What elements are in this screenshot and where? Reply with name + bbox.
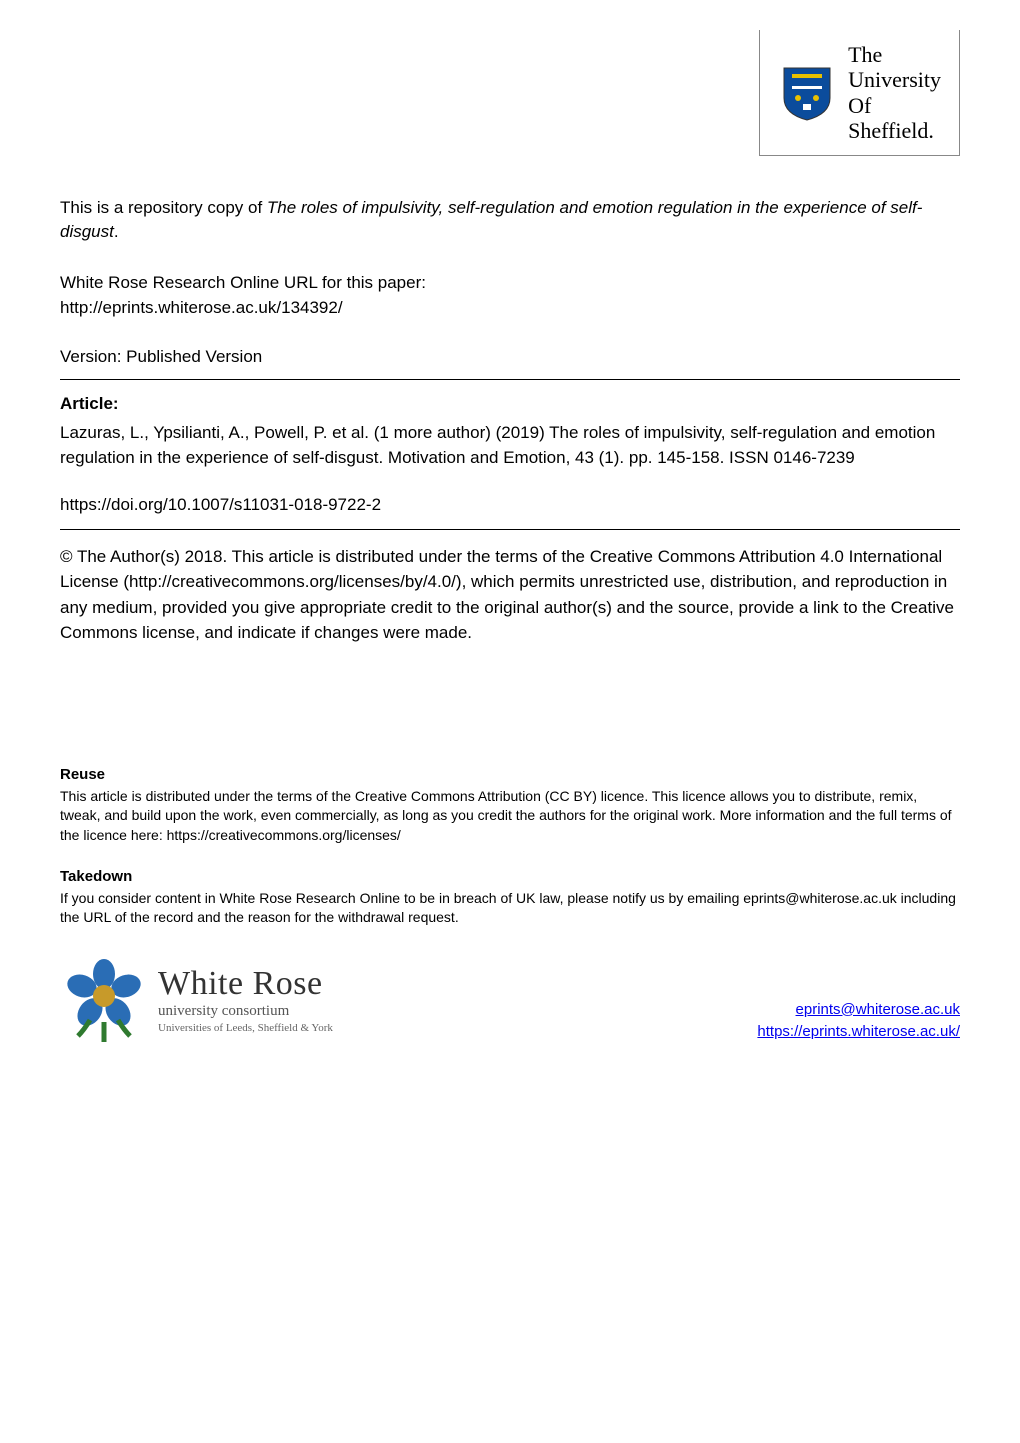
reuse-text: This article is distributed under the te… xyxy=(60,787,960,846)
whiterose-subtitle: university consortium xyxy=(158,1003,333,1020)
intro-suffix: . xyxy=(114,222,119,241)
footer-email-link[interactable]: eprints@whiterose.ac.uk xyxy=(796,1001,960,1018)
divider-bottom xyxy=(60,529,960,530)
sheffield-crest-icon xyxy=(778,64,836,122)
reuse-heading: Reuse xyxy=(60,766,960,783)
footer-links: eprints@whiterose.ac.uk https://eprints.… xyxy=(757,999,960,1044)
whiterose-rose-icon xyxy=(60,956,148,1044)
whiterose-logo: White Rose university consortium Univers… xyxy=(60,956,333,1044)
takedown-text: If you consider content in White Rose Re… xyxy=(60,889,960,928)
repository-intro: This is a repository copy of The roles o… xyxy=(60,196,960,244)
whiterose-logo-text: White Rose university consortium Univers… xyxy=(158,965,333,1034)
paper-url: http://eprints.whiterose.ac.uk/134392/ xyxy=(60,295,960,321)
university-logo-box: The University Of Sheffield. xyxy=(759,30,960,156)
logo-line-4: Sheffield. xyxy=(848,118,941,143)
license-text: © The Author(s) 2018. This article is di… xyxy=(60,544,960,646)
whiterose-title: White Rose xyxy=(158,965,333,1003)
takedown-heading: Takedown xyxy=(60,868,960,885)
divider-top xyxy=(60,379,960,380)
intro-prefix: This is a repository copy of xyxy=(60,198,267,217)
footer-row: White Rose university consortium Univers… xyxy=(60,956,960,1044)
footer-site-link[interactable]: https://eprints.whiterose.ac.uk/ xyxy=(757,1023,960,1040)
article-doi: https://doi.org/10.1007/s11031-018-9722-… xyxy=(60,495,960,515)
logo-line-1: The xyxy=(848,42,941,67)
university-logo-text: The University Of Sheffield. xyxy=(848,42,941,143)
url-block: White Rose Research Online URL for this … xyxy=(60,270,960,321)
whiterose-universities: Universities of Leeds, Sheffield & York xyxy=(158,1022,333,1034)
url-label: White Rose Research Online URL for this … xyxy=(60,270,960,296)
version-label: Version: Published Version xyxy=(60,347,960,367)
header-logo-container: The University Of Sheffield. xyxy=(60,30,960,156)
article-citation: Lazuras, L., Ypsilianti, A., Powell, P. … xyxy=(60,420,960,471)
article-heading: Article: xyxy=(60,394,960,414)
logo-line-3: Of xyxy=(848,93,941,118)
logo-line-2: University xyxy=(848,67,941,92)
